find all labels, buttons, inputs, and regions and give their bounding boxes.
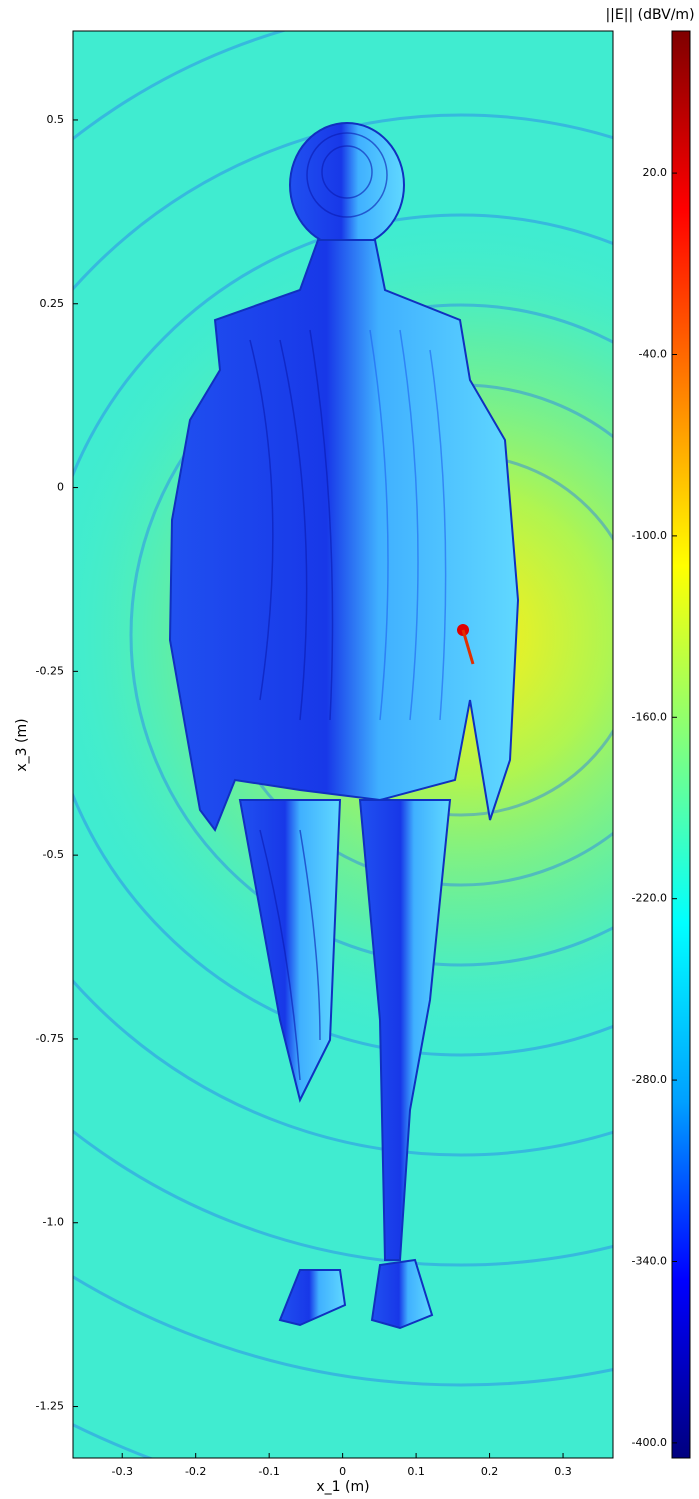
y-tick-label: -0.75 xyxy=(36,1032,64,1045)
colorbar-tick-label: 20.0 xyxy=(643,166,668,179)
colorbar-tick-label: -40.0 xyxy=(639,347,667,360)
y-tick-label: -1.0 xyxy=(43,1216,64,1229)
x-tick-label: 0.2 xyxy=(481,1465,499,1478)
colorbar-tick-label: -220.0 xyxy=(632,892,667,905)
colorbar-tick-label: -100.0 xyxy=(632,529,667,542)
y-tick-label: 0.25 xyxy=(40,297,65,310)
body-contours xyxy=(249,132,447,1081)
x-axis-label: x_1 (m) xyxy=(316,1479,369,1495)
colorbar-tick-label: -280.0 xyxy=(632,1073,667,1086)
x-tick-label: -0.2 xyxy=(185,1465,206,1478)
y-axis-label: x_3 (m) xyxy=(14,718,30,771)
x-tick-label: 0.3 xyxy=(554,1465,572,1478)
x-tick-label: -0.3 xyxy=(111,1465,132,1478)
x-tick-label: 0.1 xyxy=(407,1465,425,1478)
y-tick-label: -1.25 xyxy=(36,1400,64,1413)
source-line xyxy=(461,629,475,665)
colorbar-label: ||E|| (dBV/m) xyxy=(605,7,694,23)
y-tick-label: -0.25 xyxy=(36,664,64,677)
colorbar xyxy=(671,30,691,1459)
colorbar-tick-label: -340.0 xyxy=(632,1254,667,1267)
body-silhouette xyxy=(168,122,520,1330)
x-tick-label: 0 xyxy=(339,1465,346,1478)
y-tick-label: 0 xyxy=(57,481,64,494)
colorbar-tick-label: -400.0 xyxy=(632,1436,667,1449)
y-tick-label: -0.5 xyxy=(43,848,64,861)
colorbar-tick-label: -160.0 xyxy=(632,710,667,723)
y-tick-label: 0.5 xyxy=(47,113,65,126)
x-tick-label: -0.1 xyxy=(258,1465,279,1478)
